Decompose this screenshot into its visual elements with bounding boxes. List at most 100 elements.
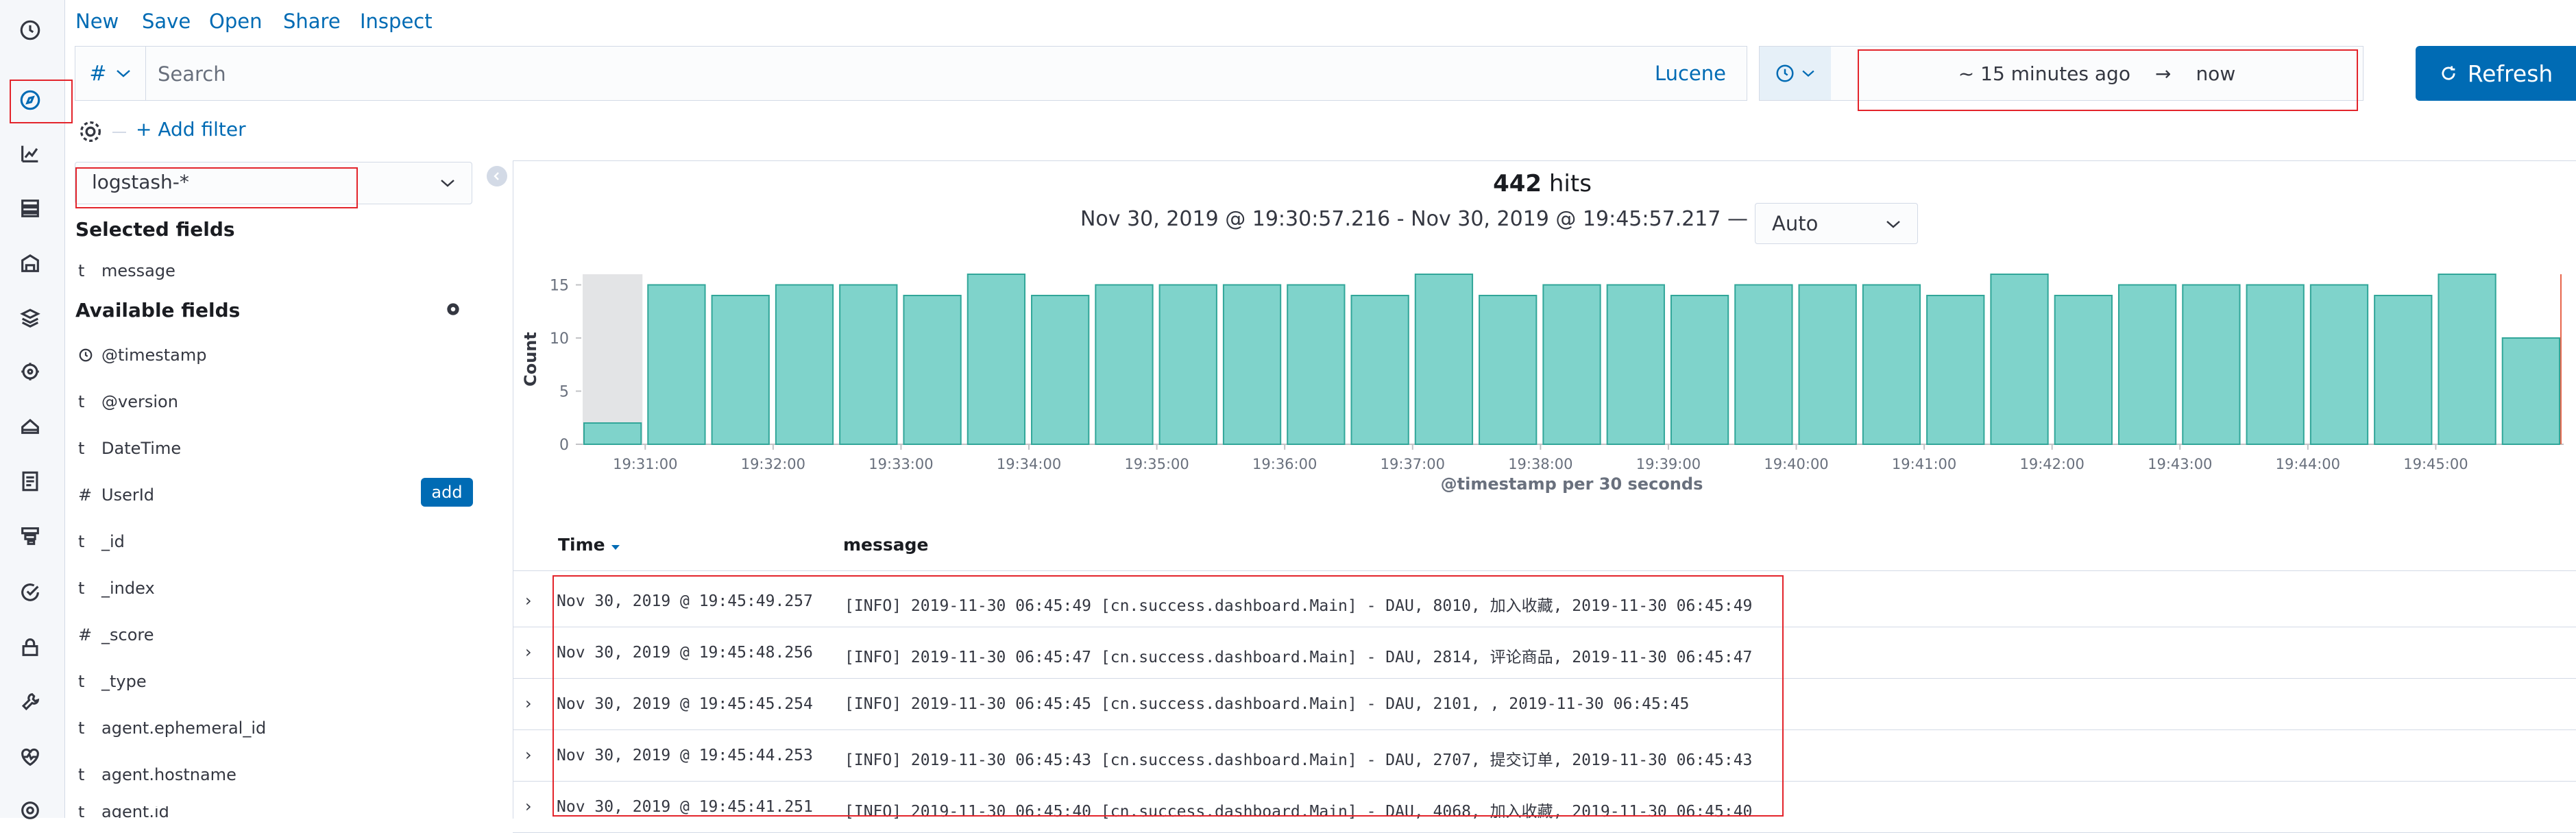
- x-tick-label: 19:33:00: [868, 456, 933, 472]
- field-name: message: [101, 261, 175, 280]
- expand-row-chevron-icon[interactable]: ›: [525, 694, 532, 713]
- histogram-bar: [1287, 284, 1346, 445]
- field-row[interactable]: t _index: [75, 576, 473, 610]
- expand-row-chevron-icon[interactable]: ›: [525, 797, 532, 816]
- uptime-icon[interactable]: [15, 577, 45, 607]
- field-type: t: [78, 765, 85, 784]
- expand-row-chevron-icon[interactable]: ›: [525, 642, 532, 662]
- field-row[interactable]: t agent.ephemeral_id: [75, 716, 473, 750]
- query-bar: # Lucene: [75, 46, 1747, 101]
- table-row[interactable]: › Nov 30, 2019 @ 19:45:48.256 [INFO] 2019-…: [514, 627, 1885, 678]
- chart-bars: [583, 274, 2561, 445]
- selected-fields-heading: Selected fields: [75, 218, 235, 241]
- maps-icon[interactable]: [15, 302, 45, 332]
- search-input[interactable]: [156, 47, 1599, 101]
- hits-summary: 442 hits: [1234, 170, 1851, 197]
- save-link[interactable]: Save: [142, 10, 191, 33]
- field-row[interactable]: t message: [75, 258, 473, 293]
- share-link[interactable]: Share: [283, 10, 341, 33]
- collapse-sidebar-button[interactable]: [487, 166, 507, 186]
- monitoring-heartbeat-icon[interactable]: [15, 742, 45, 772]
- histogram-bar: [2309, 284, 2369, 445]
- y-tick-label: 5: [559, 384, 569, 401]
- lucene-syntax-link[interactable]: Lucene: [1654, 62, 1726, 85]
- dashboard-icon[interactable]: [15, 193, 45, 224]
- query-language-switch[interactable]: #: [75, 47, 146, 100]
- x-tick-label: 19:43:00: [2148, 456, 2212, 472]
- visualize-chart-icon[interactable]: [15, 138, 45, 169]
- add-field-button[interactable]: add: [421, 478, 473, 507]
- index-pattern-select[interactable]: logstash-*: [75, 162, 472, 204]
- field-row[interactable]: # UserId: [75, 483, 473, 517]
- field-row[interactable]: t _type: [75, 669, 473, 703]
- histogram-bar: [1031, 295, 1090, 445]
- add-filter-link[interactable]: + Add filter: [136, 118, 246, 141]
- logs-icon[interactable]: [15, 466, 45, 496]
- field-row[interactable]: t agent.hostname: [75, 762, 473, 797]
- hits-label: hits: [1548, 170, 1592, 197]
- fields-settings-gear-icon[interactable]: [444, 300, 462, 318]
- inspect-link[interactable]: Inspect: [360, 10, 433, 33]
- x-tick-label: 19:37:00: [1381, 456, 1445, 472]
- histogram-bar: [2374, 295, 2433, 445]
- filter-divider: [112, 132, 126, 133]
- x-tick-label: 19:32:00: [741, 456, 805, 472]
- row-message: [INFO] 2019-11-30 06:45:45 [cn.success.d…: [845, 695, 1690, 713]
- histogram-bar: [903, 295, 962, 445]
- query-language-symbol: #: [89, 61, 107, 86]
- expand-row-chevron-icon[interactable]: ›: [525, 745, 532, 764]
- histogram-bar: [1670, 295, 1729, 445]
- field-row[interactable]: t _id: [75, 529, 473, 564]
- field-type: t: [78, 579, 85, 598]
- field-name: @version: [101, 392, 178, 411]
- date-start[interactable]: ~ 15 minutes ago: [1958, 62, 2130, 85]
- refresh-button[interactable]: Refresh: [2416, 46, 2576, 101]
- field-type-date-clock-icon: [78, 346, 97, 367]
- discover-compass-icon[interactable]: [15, 85, 45, 115]
- infrastructure-icon[interactable]: [15, 410, 45, 440]
- histogram-bar: [1990, 274, 2049, 445]
- siem-lock-icon[interactable]: [15, 632, 45, 662]
- table-row[interactable]: › Nov 30, 2019 @ 19:45:49.257 [INFO] 2019-…: [514, 576, 1885, 627]
- x-tick-label: 19:34:00: [997, 456, 1061, 472]
- machine-learning-icon[interactable]: [15, 357, 45, 387]
- field-name: _type: [101, 672, 147, 691]
- date-end[interactable]: now: [2196, 62, 2236, 85]
- field-row[interactable]: @timestamp: [75, 343, 473, 377]
- nav-rail: [0, 0, 65, 819]
- quick-select-button[interactable]: [1760, 47, 1831, 100]
- x-tick-label: 19:42:00: [2020, 456, 2085, 472]
- histogram-bar: [1350, 295, 1409, 445]
- table-divider: [513, 678, 2576, 679]
- column-header-message[interactable]: message: [843, 535, 929, 555]
- recently-viewed-clock-icon[interactable]: [15, 15, 45, 45]
- field-name: _id: [101, 532, 125, 551]
- field-row[interactable]: # _score: [75, 623, 473, 657]
- date-picker: ~ 15 minutes ago → now: [1759, 46, 2364, 101]
- table-row[interactable]: › Nov 30, 2019 @ 19:45:44.253 [INFO] 2019-…: [514, 730, 1885, 781]
- date-arrow: →: [2154, 62, 2172, 85]
- field-name: DateTime: [101, 439, 182, 458]
- management-gear-icon[interactable]: [15, 795, 45, 825]
- column-header-time[interactable]: Time: [558, 535, 620, 555]
- filter-settings-gear-icon[interactable]: [77, 118, 104, 145]
- field-row[interactable]: t DateTime: [75, 436, 473, 470]
- table-row[interactable]: › Nov 30, 2019 @ 19:45:41.251 [INFO] 2019-…: [514, 782, 1885, 832]
- row-message: [INFO] 2019-11-30 06:45:49 [cn.success.d…: [845, 597, 1753, 615]
- chevron-down-icon: [441, 180, 454, 187]
- field-row[interactable]: t agent.id: [75, 806, 473, 818]
- table-row[interactable]: › Nov 30, 2019 @ 19:45:45.254 [INFO] 2019-…: [514, 679, 1885, 729]
- interval-select[interactable]: Auto: [1755, 203, 1918, 244]
- histogram-bar: [967, 274, 1026, 445]
- histogram-bar: [2501, 337, 2561, 445]
- sort-descending-icon[interactable]: [611, 544, 620, 551]
- new-link[interactable]: New: [75, 10, 119, 33]
- dev-tools-wrench-icon[interactable]: [15, 687, 45, 717]
- histogram-chart[interactable]: 0 5 10 15 19:31:00 19:32:00 19:33:00 19:34:00 19…: [521, 261, 2571, 500]
- canvas-icon[interactable]: [15, 248, 45, 278]
- field-row[interactable]: t @version: [75, 389, 473, 424]
- apm-icon[interactable]: [15, 521, 45, 551]
- field-type: t: [78, 806, 85, 818]
- expand-row-chevron-icon[interactable]: ›: [525, 591, 532, 610]
- open-link[interactable]: Open: [209, 10, 263, 33]
